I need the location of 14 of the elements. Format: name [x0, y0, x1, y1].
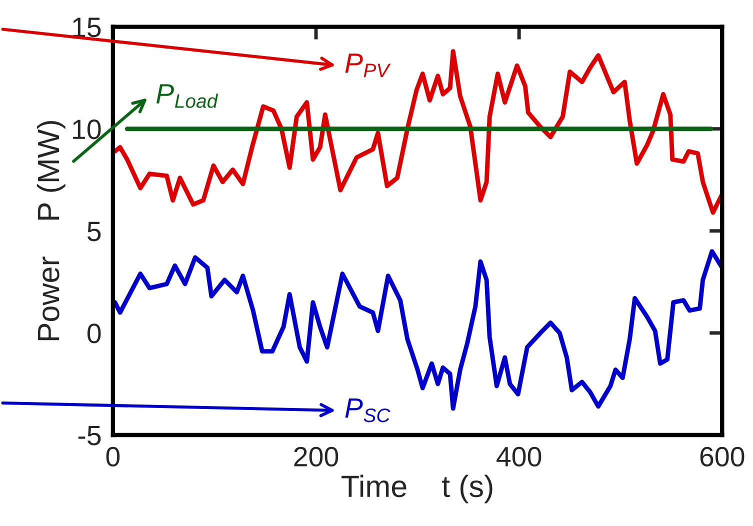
line-series [112, 49, 722, 215]
legend-label: P$_{PV}$ [345, 54, 391, 78]
x-tick-label: 400 [496, 446, 542, 467]
x-tick-label: 600 [700, 446, 744, 467]
y-tick-label: -5 [78, 426, 101, 446]
y-tick-label: 0 [87, 324, 101, 344]
legend-label: P$_{Load}$ [156, 84, 218, 108]
legend-label: P$_{SC}$ [345, 398, 390, 422]
x-tick-label: 0 [106, 446, 120, 467]
x-axis-title: Time t (s) [342, 474, 492, 504]
y-tick-label: 5 [88, 222, 101, 242]
y-tick-label: 10 [73, 120, 101, 140]
x-tick-label: 200 [294, 446, 338, 467]
y-axis-title: Power P (MW) [36, 121, 66, 340]
